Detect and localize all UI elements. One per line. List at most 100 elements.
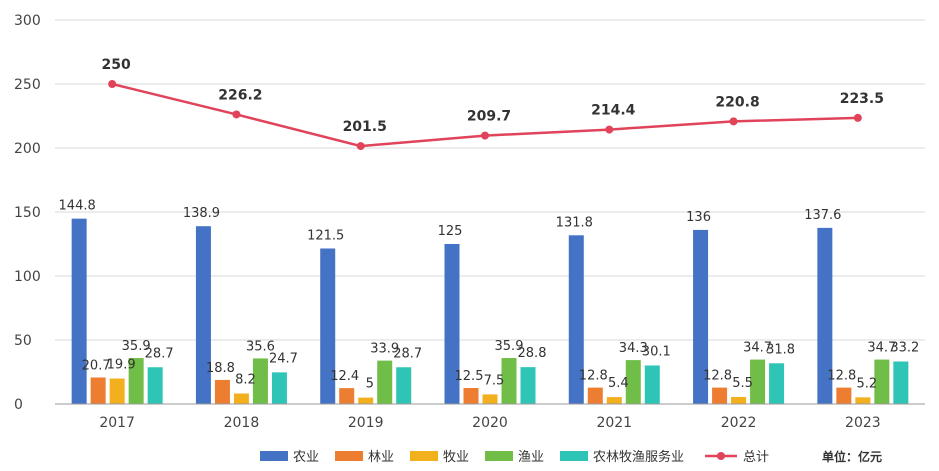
bar-data-label: 12.8 [827, 369, 856, 384]
bar-data-label: 12.4 [330, 369, 359, 384]
bar-data-label: 12.5 [455, 369, 484, 384]
legend-swatch [260, 451, 288, 461]
bar-4-2019 [377, 360, 393, 404]
y-tick-label: 0 [14, 397, 23, 413]
legend-swatch [560, 451, 588, 461]
bar-data-label: 138.9 [183, 206, 220, 221]
y-tick-label: 250 [14, 77, 41, 93]
y-tick-label: 300 [14, 13, 41, 29]
grid-lines [55, 19, 925, 341]
x-tick-label: 2019 [348, 415, 384, 431]
total-point-2020 [481, 131, 489, 140]
bar-data-label: 33.9 [370, 342, 399, 357]
total-point-2022 [729, 117, 738, 126]
bar-5-2018 [271, 372, 287, 404]
bar-data-label: 33.2 [890, 341, 919, 356]
bar-1-2017 [71, 218, 87, 404]
bar-data-label: 35.9 [122, 339, 151, 354]
bar-5-2020 [520, 367, 536, 404]
bar-data-label: 34.3 [619, 341, 648, 356]
legend-label: 农业 [293, 450, 319, 465]
legend-swatch [335, 451, 363, 461]
bar-data-label: 12.8 [579, 369, 608, 384]
bar-5-2021 [644, 365, 660, 404]
total-data-label: 223.5 [840, 91, 884, 107]
x-tick-label: 2023 [845, 415, 881, 431]
bar-1-2022 [693, 229, 709, 404]
bar-data-label: 28.7 [393, 346, 422, 361]
bar-data-label: 121.5 [307, 228, 344, 243]
total-point-2017 [108, 80, 117, 88]
bar-3-2017 [109, 378, 125, 404]
bar-1-2019 [320, 248, 336, 404]
bar-data-label: 12.8 [703, 369, 732, 384]
bar-data-label: 31.8 [766, 342, 795, 357]
bar-4-2022 [750, 359, 766, 404]
legend-label: 农林牧渔服务业 [593, 449, 684, 465]
bar-1-2018 [195, 226, 211, 404]
bar-data-label: 34.7 [867, 341, 896, 356]
y-tick-label: 100 [14, 269, 41, 285]
legend-label: 牧业 [443, 450, 469, 465]
y-tick-label: 200 [14, 141, 41, 157]
bar-data-label: 5.4 [608, 376, 629, 391]
bar-5-2022 [769, 363, 785, 404]
total-point-2018 [232, 110, 241, 119]
bar-data-label: 5.2 [857, 376, 878, 391]
bar-3-2020 [482, 394, 498, 404]
bar-data-label: 136 [686, 210, 711, 225]
x-axis: 2017 2018 2019 2020 2021 2022 2023 [55, 403, 925, 431]
legend-label: 总计 [743, 450, 769, 465]
y-tick-label: 50 [14, 333, 32, 349]
legend: 农业 林业 牧业 渔业 农林牧渔服务业 总计 [260, 449, 769, 465]
bar-data-label: 5 [366, 377, 374, 392]
bar-data-label: 125 [438, 224, 463, 239]
bar-3-2022 [731, 396, 747, 404]
bar-1-2020 [444, 244, 460, 404]
bar-data-label: 35.9 [495, 339, 524, 354]
bars [71, 218, 909, 404]
total-data-label: 250 [102, 57, 131, 73]
bar-2-2022 [712, 387, 728, 404]
bar-data-label: 131.8 [556, 215, 593, 230]
bar-1-2023 [817, 227, 833, 404]
legend-swatch-marker [717, 452, 725, 460]
legend-label: 渔业 [518, 450, 544, 465]
bar-data-label: 35.6 [246, 339, 275, 354]
bar-data-label: 28.7 [145, 346, 174, 361]
bar-data-label: 30.1 [642, 344, 671, 359]
bar-2-2023 [836, 387, 852, 404]
bar-4-2021 [625, 360, 641, 404]
x-tick-label: 2021 [596, 415, 632, 431]
total-data-label: 226.2 [218, 87, 262, 103]
bar-3-2018 [233, 393, 249, 404]
bar-5-2023 [893, 361, 909, 404]
bar-data-label: 7.5 [484, 373, 505, 388]
bar-4-2018 [252, 358, 268, 404]
x-tick-label: 2020 [472, 415, 508, 431]
bar-data-label: 20.7 [82, 359, 111, 374]
bar-data-label: 5.5 [732, 376, 753, 391]
bar-1-2021 [568, 235, 584, 404]
total-data-label: 220.8 [715, 94, 759, 110]
bar-4-2020 [501, 358, 517, 404]
bar-2-2017 [90, 377, 106, 404]
bar-5-2019 [396, 367, 412, 404]
bar-data-label: 18.8 [206, 361, 235, 376]
total-point-2019 [356, 142, 365, 151]
bar-data-label: 28.8 [518, 346, 547, 361]
x-tick-label: 2022 [721, 415, 757, 431]
bar-2-2019 [339, 388, 355, 404]
bar-3-2023 [855, 397, 871, 404]
bar-2-2021 [587, 387, 603, 404]
bar-data-label: 19.9 [107, 358, 136, 373]
legend-swatch [410, 451, 438, 461]
bar-3-2019 [358, 397, 374, 404]
bar-data-label: 144.8 [59, 199, 96, 214]
bar-4-2017 [128, 358, 144, 404]
total-point-2021 [605, 125, 614, 134]
legend-label: 林业 [368, 450, 394, 465]
x-tick-label: 2018 [224, 415, 260, 431]
legend-swatch [485, 451, 513, 461]
